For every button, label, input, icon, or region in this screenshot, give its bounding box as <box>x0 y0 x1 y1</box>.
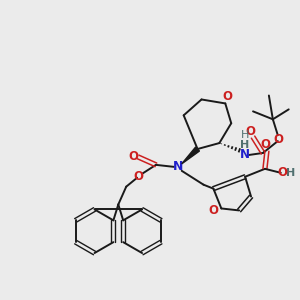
Text: N: N <box>240 148 250 161</box>
Text: O: O <box>260 138 270 151</box>
Text: N: N <box>172 160 183 173</box>
Text: O: O <box>245 125 255 138</box>
Text: O: O <box>222 90 232 103</box>
Text: O: O <box>278 166 288 179</box>
Text: O: O <box>208 204 218 217</box>
Text: H: H <box>241 130 249 140</box>
Text: H: H <box>241 140 250 150</box>
Text: O: O <box>133 170 143 183</box>
Text: H: H <box>286 168 295 178</box>
Text: O: O <box>128 150 138 164</box>
Text: O: O <box>274 133 284 146</box>
Polygon shape <box>182 147 200 164</box>
